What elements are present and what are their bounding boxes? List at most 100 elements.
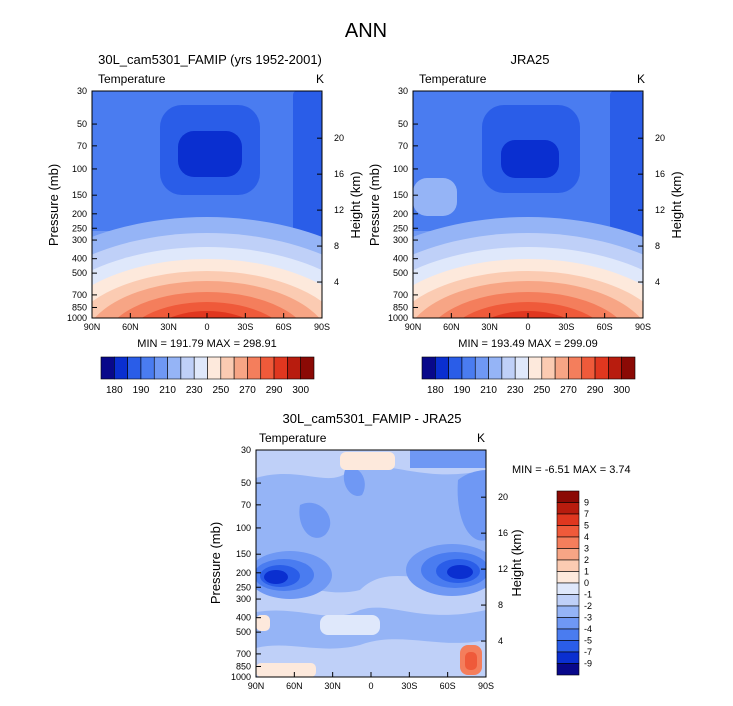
colorbar-label: 210 [480, 385, 497, 396]
x-tick-label: 30S [237, 322, 253, 332]
colorbar-swatch [247, 356, 262, 380]
x-tick-label: 0 [204, 322, 209, 332]
x-tick-label: 30S [558, 322, 574, 332]
x-tick-label: 60N [443, 322, 460, 332]
colorbar-swatch [556, 559, 580, 572]
cold-core-inner [501, 140, 559, 178]
colorbar-swatch [541, 356, 556, 380]
colorbar-swatch [556, 571, 580, 584]
colorbar-label: 290 [587, 385, 604, 396]
colorbar-swatch [421, 356, 436, 380]
x-tick-label: 90S [478, 681, 494, 691]
colorbar-swatch [180, 356, 195, 380]
colorbar-swatch [100, 356, 115, 380]
panel-difference-units-label: K [477, 431, 485, 445]
colorbar-label: -7 [584, 647, 592, 657]
y2-tick-label: 16 [655, 169, 665, 179]
colorbar-swatch [260, 356, 275, 380]
y-tick-label: 700 [393, 290, 408, 300]
panel-reference-field [413, 91, 643, 318]
colorbar-label: 5 [584, 521, 589, 531]
panel-reference-stats: MIN = 193.49 MAX = 299.09 [458, 338, 597, 350]
colorbar-swatch [556, 502, 580, 515]
y-tick-label: 50 [241, 478, 251, 488]
y-tick-label: 150 [236, 549, 251, 559]
y2-tick-label: 8 [498, 600, 503, 610]
y-tick-label: 1000 [231, 672, 251, 682]
y-tick-label: 300 [72, 235, 87, 245]
panel-model-ylabel: Pressure (mb) [46, 164, 61, 246]
y-tick-label: 700 [236, 649, 251, 659]
panel-difference-variable-label: Temperature [259, 431, 327, 445]
x-tick-label: 30N [324, 681, 341, 691]
y-tick-label: 50 [398, 119, 408, 129]
panel-model: 30L_cam5301_FAMIP (yrs 1952-2001) Temper… [46, 52, 363, 396]
y-tick-label: 30 [241, 445, 251, 455]
colorbar-swatch [220, 356, 235, 380]
panel-reference-y2label: Height (km) [669, 171, 684, 238]
colorbar-swatch [474, 356, 489, 380]
colorbar-label: 300 [613, 385, 630, 396]
colorbar-label: 9 [584, 498, 589, 508]
y-tick-label: 500 [236, 627, 251, 637]
x-tick-label: 30N [481, 322, 498, 332]
x-tick-label: 0 [525, 322, 530, 332]
panel-difference-ylabel: Pressure (mb) [208, 522, 223, 604]
y-tick-label: 250 [393, 223, 408, 233]
colorbar-swatch [140, 356, 155, 380]
colorbar-swatch [127, 356, 142, 380]
colorbar-swatch [556, 605, 580, 618]
y-tick-label: 700 [72, 290, 87, 300]
colorbar-swatch [114, 356, 128, 380]
colorbar-label: 270 [239, 385, 256, 396]
panel-difference-y2label: Height (km) [509, 529, 524, 596]
x-tick-label: 90S [635, 322, 651, 332]
colorbar-label: 190 [454, 385, 471, 396]
y2-tick-label: 12 [334, 205, 344, 215]
colorbar-label: 190 [133, 385, 150, 396]
colorbar-swatch [556, 594, 580, 607]
y-tick-label: 100 [72, 164, 87, 174]
y-tick-label: 30 [77, 86, 87, 96]
y2-tick-label: 12 [655, 205, 665, 215]
polar-band-right [293, 91, 322, 251]
y-tick-label: 250 [72, 223, 87, 233]
panel-difference-stats: MIN = -6.51 MAX = 3.74 [512, 464, 631, 476]
page-title: ANN [345, 20, 387, 42]
colorbar-label: 210 [159, 385, 176, 396]
colorbar-swatch [501, 356, 516, 380]
colorbar-label: -3 [584, 613, 592, 623]
cold-core-inner [178, 131, 242, 177]
y-tick-label: 850 [393, 302, 408, 312]
panel-difference-field [256, 450, 486, 677]
colorbar-swatch [581, 356, 596, 380]
colorbar-label: 270 [560, 385, 577, 396]
y-tick-label: 300 [393, 235, 408, 245]
y2-tick-label: 20 [655, 133, 665, 143]
colorbar-swatch [435, 356, 449, 380]
colorbar-label: 1 [584, 567, 589, 577]
y-tick-label: 30 [398, 86, 408, 96]
y-tick-label: 70 [398, 141, 408, 151]
y2-tick-label: 4 [655, 277, 660, 287]
colorbar-swatch [556, 548, 580, 561]
x-tick-label: 90N [405, 322, 422, 332]
colorbar-swatch [556, 640, 580, 653]
y-tick-label: 200 [393, 209, 408, 219]
y2-tick-label: 8 [334, 241, 339, 251]
polar-band-right [610, 91, 643, 251]
colorbar-swatch [193, 356, 208, 380]
panel-difference-colorbar: 97 54 32 10 -1-2 -3-4 -5-7 -9 [556, 490, 592, 676]
colorbar-swatch [621, 356, 636, 380]
y-tick-label: 250 [236, 582, 251, 592]
colorbar-label: 3 [584, 544, 589, 554]
y-tick-label: 850 [236, 661, 251, 671]
panel-reference-axes: 90N 60N 30N 0 30S 60S 90S 30 50 70 100 150 200 250 300… [388, 86, 665, 332]
colorbar-swatch [556, 663, 580, 676]
colorbar-label: 7 [584, 509, 589, 519]
panel-model-variable-label: Temperature [98, 72, 166, 86]
panel-model-field [92, 91, 322, 318]
y2-tick-label: 4 [498, 636, 503, 646]
y2-tick-label: 20 [498, 492, 508, 502]
